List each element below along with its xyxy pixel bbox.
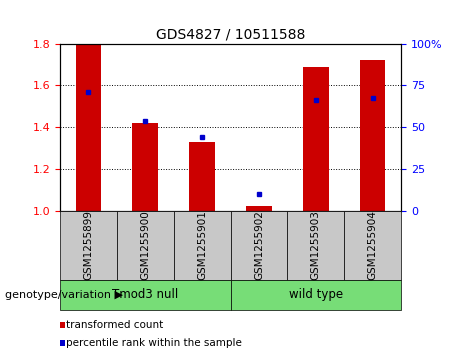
Text: GSM1255903: GSM1255903 [311,210,321,280]
Bar [246,206,272,211]
Bar [360,60,385,211]
Bar [303,66,329,211]
Text: percentile rank within the sample: percentile rank within the sample [66,338,242,348]
Bar [132,123,158,211]
Text: GSM1255902: GSM1255902 [254,210,264,280]
Text: GSM1255901: GSM1255901 [197,210,207,280]
Text: Tmod3 null: Tmod3 null [112,289,178,301]
Text: genotype/variation ▶: genotype/variation ▶ [5,290,123,300]
Text: wild type: wild type [289,289,343,301]
Text: transformed count: transformed count [66,320,163,330]
Title: GDS4827 / 10511588: GDS4827 / 10511588 [156,27,305,41]
Bar [189,142,215,211]
Text: GSM1255904: GSM1255904 [367,210,378,280]
Text: GSM1255900: GSM1255900 [140,210,150,280]
Bar [76,44,101,211]
Text: GSM1255899: GSM1255899 [83,210,94,280]
